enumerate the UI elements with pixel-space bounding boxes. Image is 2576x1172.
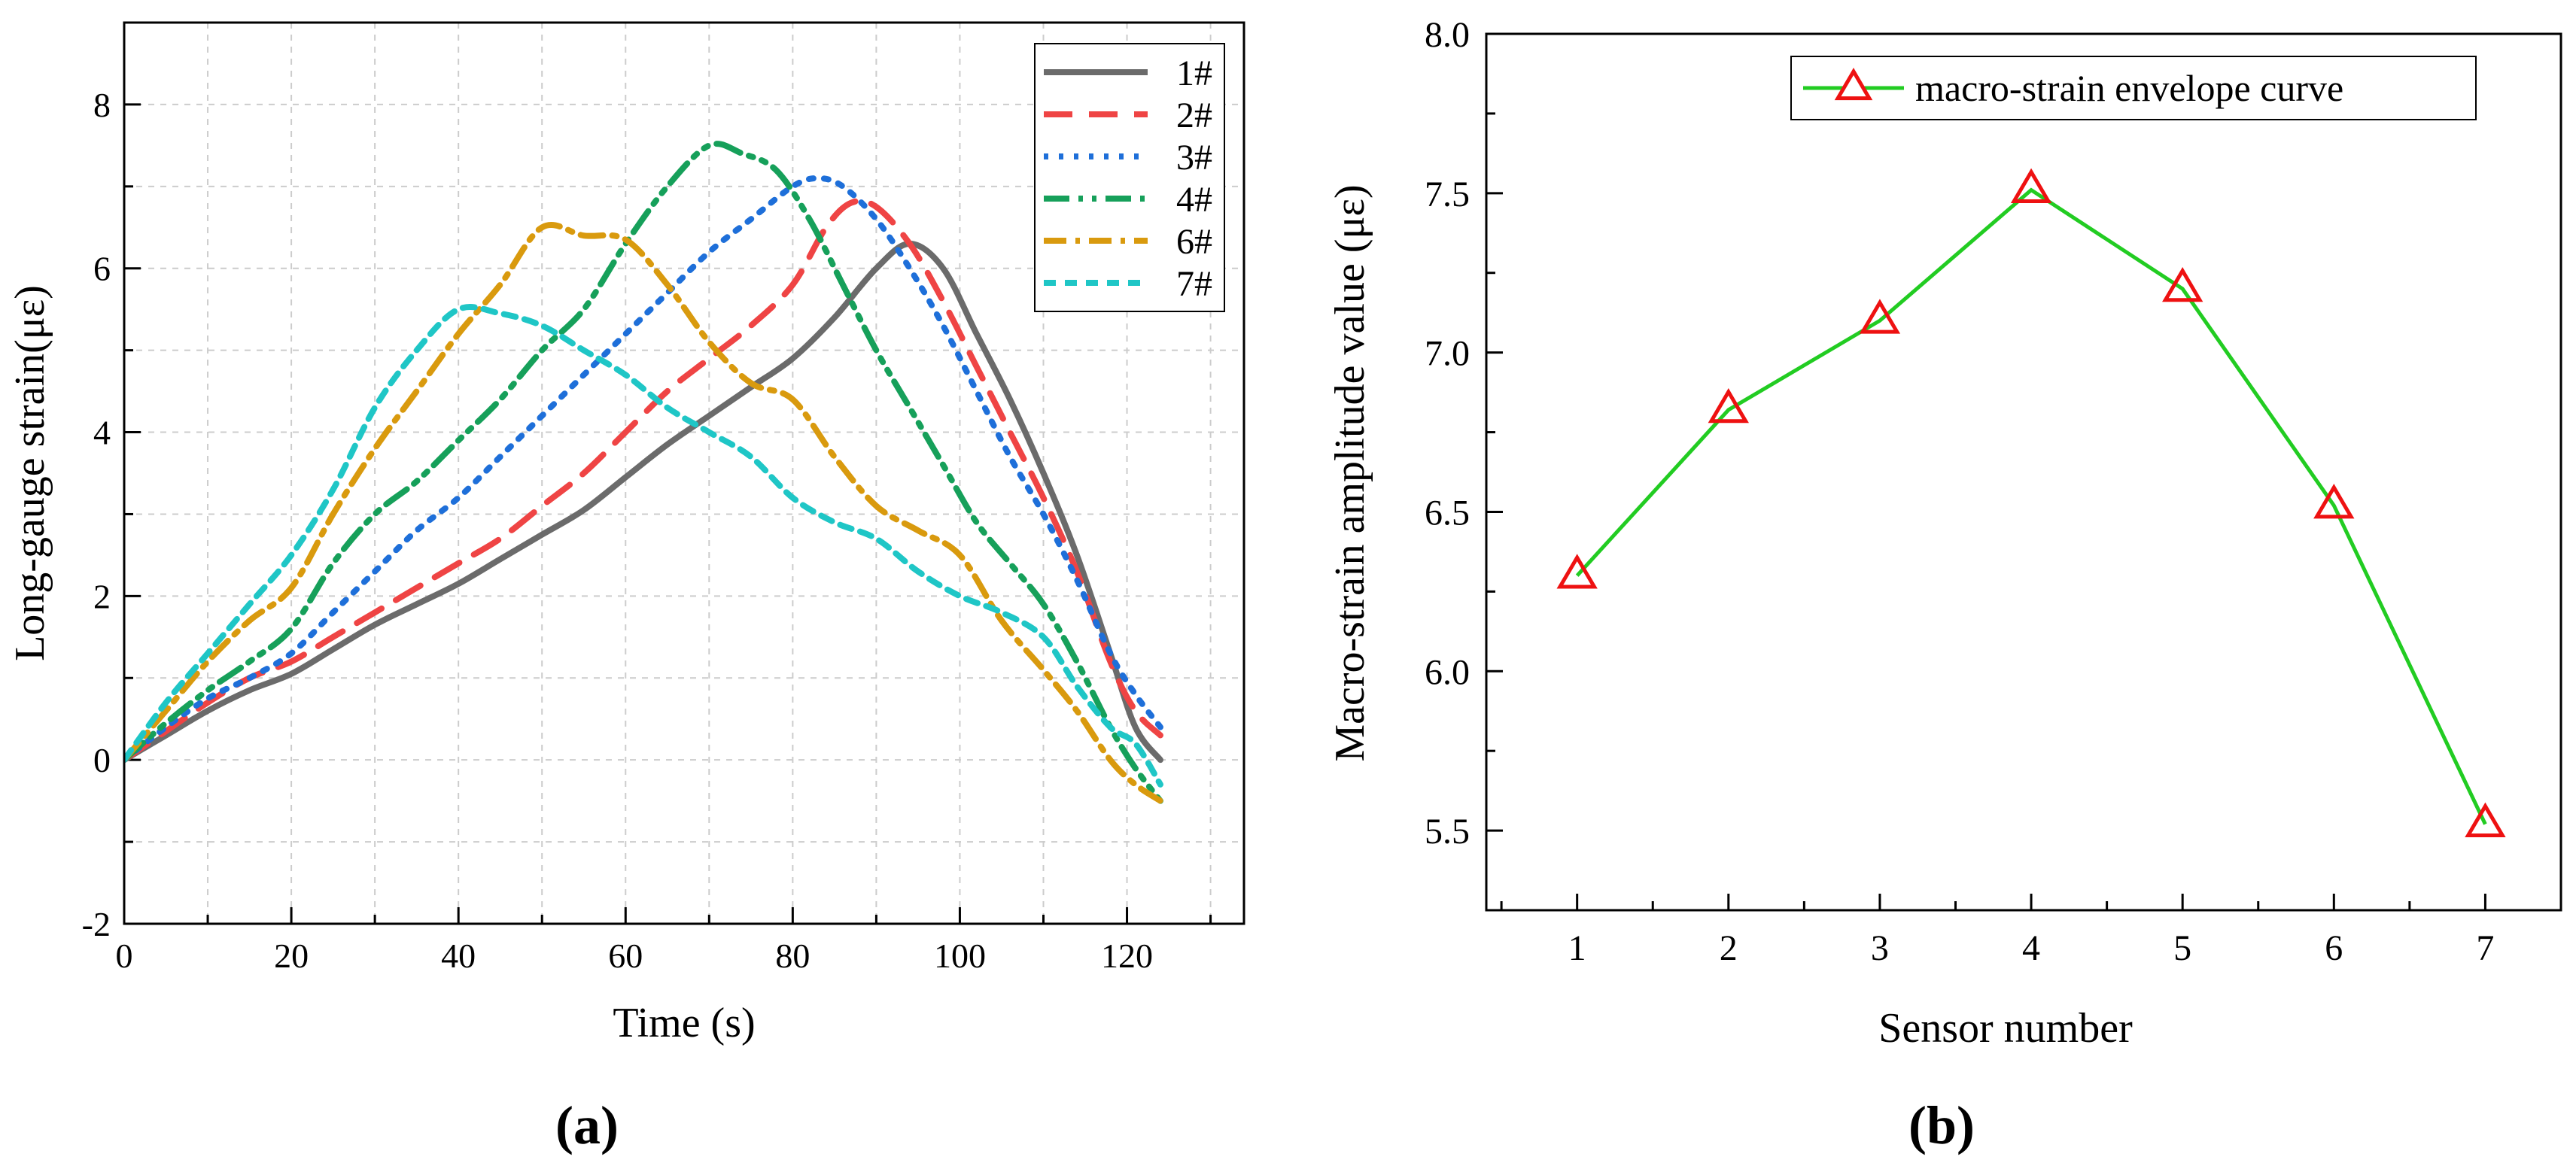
legend-label: 3#: [1176, 138, 1212, 178]
y-tick-label: 6.0: [1425, 652, 1470, 692]
x-tick-label: 0: [116, 937, 133, 975]
chart-a-panel-label: (a): [555, 1095, 619, 1155]
y-tick-label: 6: [93, 250, 111, 288]
y-tick-label: 7.5: [1425, 175, 1470, 214]
y-tick-label: 6.5: [1425, 493, 1470, 533]
chart-b-series: [1556, 168, 2506, 837]
series-line-2#: [124, 197, 1163, 764]
y-tick-label: 8.0: [1425, 15, 1470, 55]
legend-swatch-marker: [1834, 68, 1873, 101]
chart-b: 1 2 3 4 5 6 7 5.5 6.0 6.5 7.0 7.5 8.0 macro-strain e…: [1327, 15, 2562, 1155]
y-tick-label: 2: [93, 577, 111, 615]
legend-label: 2#: [1176, 96, 1212, 135]
series-line-7#: [124, 304, 1163, 788]
series-line-1#: [124, 241, 1163, 764]
chart-a-y-axis-label: Long-gauge strain(με): [7, 285, 53, 661]
x-tick-label: 5: [2173, 928, 2191, 968]
data-point-marker: [1708, 387, 1749, 424]
chart-b-x-axis-label: Sensor number: [1878, 1005, 2133, 1052]
x-tick-label: 120: [1101, 937, 1153, 975]
legend-label: 4#: [1176, 180, 1212, 220]
chart-a-series: [124, 141, 1163, 804]
legend-label: 7#: [1176, 264, 1212, 304]
x-tick-label: 40: [441, 937, 476, 975]
y-tick-label: 8: [93, 86, 111, 124]
data-point-marker: [2313, 484, 2355, 519]
y-tick-label: -2: [82, 905, 111, 943]
legend-label: macro-strain envelope curve: [1915, 67, 2343, 109]
data-point-marker: [1859, 299, 1901, 334]
data-point-marker: [2465, 802, 2506, 837]
y-tick-label: 7.0: [1425, 334, 1470, 374]
chart-b-legend: macro-strain envelope curve: [1790, 56, 2477, 120]
legend-box: [1034, 43, 1225, 312]
y-tick-label: 4: [93, 414, 111, 452]
x-tick-label: 80: [775, 937, 810, 975]
series-line-3#: [124, 175, 1163, 764]
chart-a-legend: 1#2#3#4#6#7#: [1034, 43, 1225, 312]
legend-box: [1790, 56, 2477, 120]
y-tick-label: 5.5: [1425, 812, 1470, 852]
chart-b-y-axis-label: Macro-strain amplitude value (με): [1327, 184, 1373, 761]
x-tick-label: 60: [608, 937, 643, 975]
x-tick-label: 3: [1871, 928, 1889, 968]
data-point-marker: [1556, 554, 1598, 589]
chart-b-plot-frame: [1485, 32, 2562, 912]
legend-label: 6#: [1176, 222, 1212, 262]
chart-a-x-axis-label: Time (s): [613, 1000, 755, 1046]
x-tick-label: 4: [2022, 928, 2040, 968]
x-tick-label: 7: [2476, 928, 2494, 968]
envelope-curve-line: [1575, 187, 2487, 825]
legend-label: 1#: [1176, 53, 1212, 93]
chart-b-panel-label: (b): [1908, 1095, 1975, 1155]
series-line-4#: [124, 141, 1163, 804]
chart-b-tick-labels: 1 2 3 4 5 6 7 5.5 6.0 6.5 7.0 7.5 8.0: [1425, 15, 2494, 968]
chart-a-plot-frame: [123, 21, 1245, 925]
x-tick-label: 100: [934, 937, 986, 975]
x-tick-label: 20: [274, 937, 309, 975]
data-point-marker: [2162, 266, 2203, 302]
data-point-marker: [2010, 168, 2052, 203]
y-tick-label: 0: [93, 741, 111, 779]
series-line-6#: [124, 221, 1163, 804]
x-tick-label: 1: [1568, 928, 1586, 968]
chart-b-axis-ticks: [1486, 32, 2562, 912]
x-tick-label: 2: [1720, 928, 1738, 968]
x-tick-label: 6: [2325, 928, 2343, 968]
